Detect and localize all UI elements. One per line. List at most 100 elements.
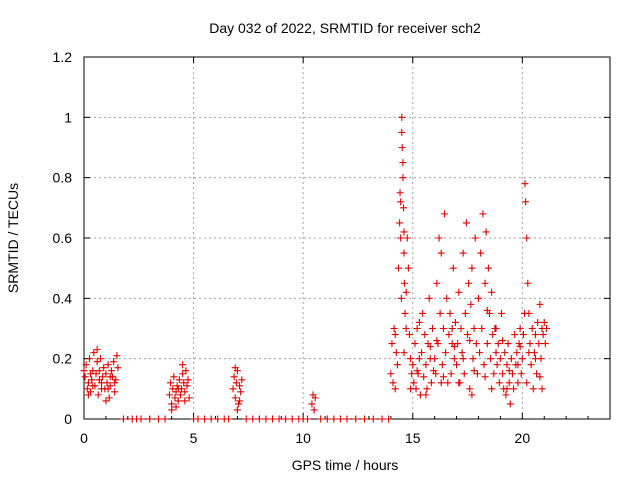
data-point [106,373,114,381]
data-point [174,397,182,405]
data-point [229,385,237,393]
data-point [415,355,423,363]
data-point [433,279,441,287]
data-point [262,415,270,423]
data-point [540,318,548,326]
data-point [448,325,456,332]
y-tick-label: 1 [64,109,72,125]
data-point [102,397,110,405]
data-point [411,340,419,348]
tick-labels: 0 5 10 15 20 0 0.2 0.4 0.6 0.8 1 1.2 [53,49,531,446]
data-point [397,294,405,302]
data-point [422,391,430,399]
data-point [495,379,503,387]
data-point [104,385,112,393]
data-point [94,391,102,399]
data-point [470,367,478,375]
data-point [400,279,408,287]
data-point [484,264,492,272]
data-point [392,349,400,357]
data-point [526,340,534,348]
data-point [439,325,447,332]
data-point [483,306,491,314]
data-point [425,294,433,302]
data-point [304,415,312,423]
data-point [539,331,547,339]
data-point [249,415,257,423]
data-point [496,355,504,363]
data-point [455,379,463,387]
x-tick-label: 20 [515,430,531,446]
data-point [459,249,467,257]
data-point [311,394,319,402]
data-point [181,397,189,405]
data-point [479,210,487,218]
data-point [361,415,369,423]
data-point [488,385,496,393]
data-point [529,385,537,393]
data-point [510,385,518,393]
data-point [179,361,187,369]
data-point [310,406,318,414]
data-point [513,349,521,357]
data-point [93,346,101,354]
data-point [207,415,215,423]
data-point [535,340,543,348]
data-point [161,415,169,423]
data-point [268,415,276,423]
data-point [112,376,120,384]
data-point [225,415,233,423]
data-point [453,361,461,369]
data-point [428,325,436,332]
data-point [114,364,122,372]
data-point [414,370,422,378]
data-point [466,337,474,345]
data-point [181,388,189,396]
data-point [432,370,440,378]
data-point [521,180,529,188]
data-point [451,318,459,326]
data-point [481,279,489,287]
data-point [369,415,377,423]
data-point [98,385,106,393]
data-point [492,325,500,332]
data-point [514,361,522,369]
data-point [454,340,462,348]
data-point [90,349,98,357]
data-point [446,309,454,317]
data-point [400,249,408,257]
data-point [389,379,397,387]
data-point [462,219,470,227]
data-point [523,234,531,242]
data-point [401,309,409,317]
x-tick-label: 15 [405,430,421,446]
data-point [536,373,544,381]
data-point [518,355,526,363]
data-point [84,391,92,399]
data-point [438,361,446,369]
data-point [422,361,430,369]
data-point [308,400,316,408]
data-point [506,400,514,408]
data-point [420,373,428,381]
data-point [516,325,524,332]
data-point [470,325,478,332]
data-point [536,300,544,308]
data-point [468,264,476,272]
data-point [179,370,187,378]
data-point [531,331,539,339]
data-point [519,331,527,339]
data-point [488,288,496,296]
data-point [185,394,193,402]
data-point [399,174,407,182]
data-point [418,349,426,357]
data-point [231,394,239,402]
data-point [183,382,191,390]
data-point [472,340,480,348]
data-point [395,264,403,272]
data-point [527,361,535,369]
data-point [336,415,344,423]
data-point [516,343,524,351]
data-point [230,373,238,381]
data-point [397,234,405,242]
